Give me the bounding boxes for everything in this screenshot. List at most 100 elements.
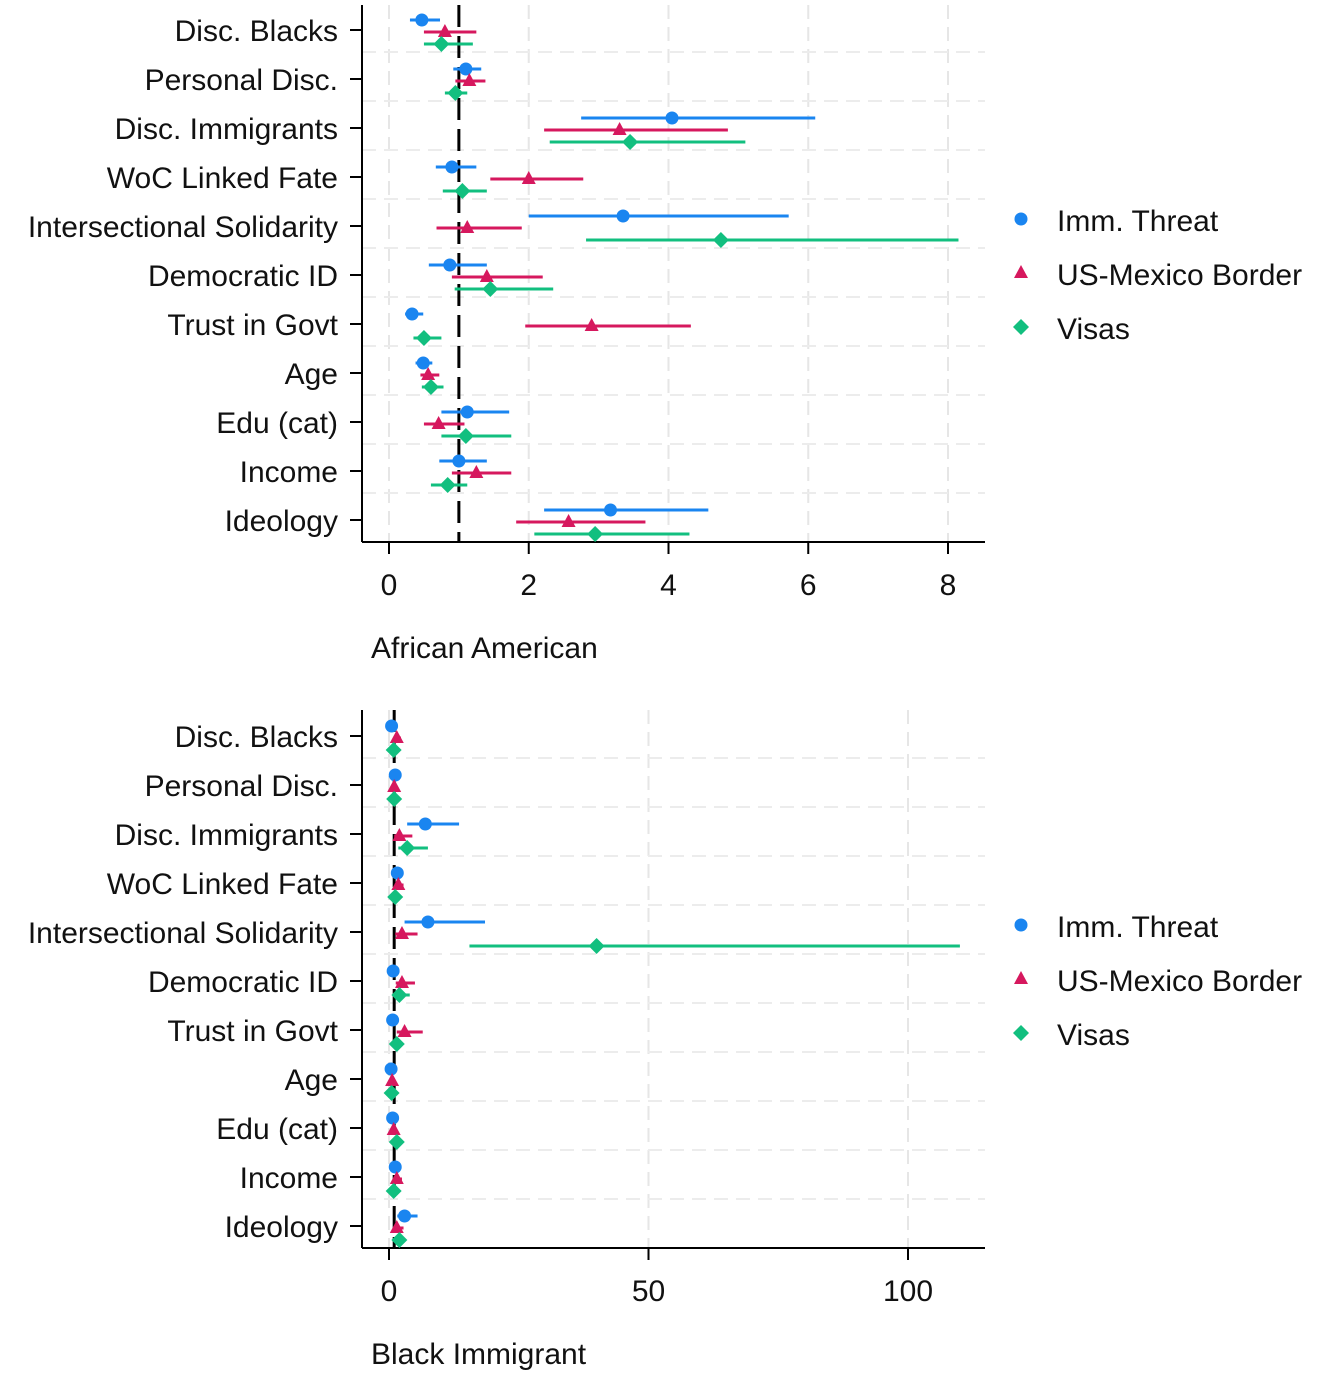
point-marker — [482, 281, 499, 297]
x-tick-label: 0 — [381, 1275, 398, 1308]
point-marker — [386, 964, 400, 978]
point-marker — [384, 1062, 398, 1076]
point-marker — [457, 428, 474, 444]
point-marker — [386, 1111, 400, 1125]
point-marker — [616, 209, 630, 223]
point-marker — [415, 13, 429, 27]
y-tick-label: WoC Linked Fate — [107, 162, 338, 195]
series-imm-threat — [384, 719, 486, 1223]
point-marker — [462, 73, 477, 86]
x-tick-label: 0 — [381, 569, 398, 602]
x-tick-label: 8 — [940, 569, 957, 602]
point-marker — [612, 122, 627, 135]
x-tick-label: 2 — [520, 569, 537, 602]
y-tick-label: Income — [240, 456, 338, 489]
point-marker — [1014, 971, 1028, 984]
point-marker — [398, 1209, 412, 1223]
legend-label: US-Mexico Border — [1057, 259, 1302, 292]
y-tick-label: Edu (cat) — [216, 407, 338, 440]
point-marker — [469, 465, 484, 478]
point-marker — [452, 454, 466, 468]
y-tick-label: Ideology — [225, 505, 338, 538]
point-marker — [394, 975, 409, 988]
point-marker — [622, 134, 639, 150]
y-tick-label: Intersectional Solidarity — [28, 917, 338, 950]
gridlines — [362, 710, 985, 1248]
point-marker — [391, 987, 408, 1003]
point-marker — [443, 258, 457, 272]
series-visas — [383, 742, 960, 1248]
point-marker — [521, 171, 536, 184]
x-tick-label: 50 — [632, 1275, 665, 1308]
point-marker — [1014, 212, 1028, 226]
point-marker — [459, 62, 473, 76]
y-tick-label: Personal Disc. — [145, 770, 338, 803]
point-marker — [385, 742, 402, 758]
point-marker — [386, 1013, 400, 1027]
y-tick-label: Democratic ID — [148, 260, 338, 293]
y-tick-label: Disc. Blacks — [175, 721, 338, 754]
y-tick-label: Age — [285, 1064, 338, 1097]
y-tick-label: WoC Linked Fate — [107, 868, 338, 901]
point-marker — [437, 24, 452, 37]
point-marker — [386, 791, 403, 807]
y-tick-label: Income — [240, 1162, 338, 1195]
point-marker — [388, 1134, 405, 1150]
point-marker — [416, 356, 430, 370]
x-tick-label: 6 — [800, 569, 817, 602]
point-marker — [421, 367, 436, 380]
legend-label: Visas — [1057, 313, 1130, 346]
point-marker — [383, 1085, 400, 1101]
y-tick-label: Personal Disc. — [145, 64, 338, 97]
point-marker — [387, 889, 404, 905]
point-marker — [389, 1220, 404, 1233]
series-us-mexico-border — [420, 24, 728, 527]
gridlines — [362, 5, 985, 542]
chart-panel-2: Disc. Blacks Personal Disc. Disc. Immigran… — [28, 710, 1302, 1371]
point-marker — [388, 1160, 402, 1174]
point-marker — [454, 183, 471, 199]
point-marker — [712, 232, 729, 248]
point-marker — [389, 1171, 404, 1184]
point-marker — [445, 160, 459, 174]
point-marker — [422, 379, 439, 395]
point-marker — [431, 416, 446, 429]
point-marker — [390, 866, 404, 880]
point-marker — [561, 514, 576, 527]
point-marker — [391, 1232, 408, 1248]
point-marker — [584, 318, 599, 331]
legend-label: Visas — [1057, 1019, 1130, 1052]
point-marker — [385, 719, 399, 733]
series-us-mexico-border — [385, 730, 423, 1233]
point-marker — [479, 269, 494, 282]
point-marker — [392, 828, 407, 841]
x-axis-title: Black Immigrant — [371, 1338, 587, 1371]
x-axis-title: African American — [371, 632, 598, 665]
y-tick-label: Disc. Blacks — [175, 15, 338, 48]
x-tick-label: 4 — [660, 569, 677, 602]
point-marker — [604, 503, 618, 517]
point-marker — [388, 1036, 405, 1052]
y-tick-label: Ideology — [225, 1211, 338, 1244]
legend-label: Imm. Threat — [1057, 205, 1219, 238]
point-marker — [391, 877, 406, 890]
point-marker — [421, 915, 435, 929]
legend: Imm. Threat US-Mexico Border Visas — [1013, 205, 1302, 346]
series-visas — [413, 36, 959, 542]
legend-label: US-Mexico Border — [1057, 965, 1302, 998]
y-tick-label: Age — [285, 358, 338, 391]
point-marker — [418, 817, 432, 831]
point-marker — [387, 779, 402, 792]
point-marker — [394, 926, 409, 939]
point-marker — [405, 307, 419, 321]
point-marker — [460, 405, 474, 419]
y-tick-label: Democratic ID — [148, 966, 338, 999]
x-tick-label: 100 — [883, 1275, 933, 1308]
point-marker — [587, 526, 604, 542]
point-marker — [1013, 319, 1029, 335]
y-tick-label: Edu (cat) — [216, 1113, 338, 1146]
point-marker — [399, 840, 416, 856]
point-marker — [1014, 918, 1028, 932]
legend-label: Imm. Threat — [1057, 911, 1219, 944]
